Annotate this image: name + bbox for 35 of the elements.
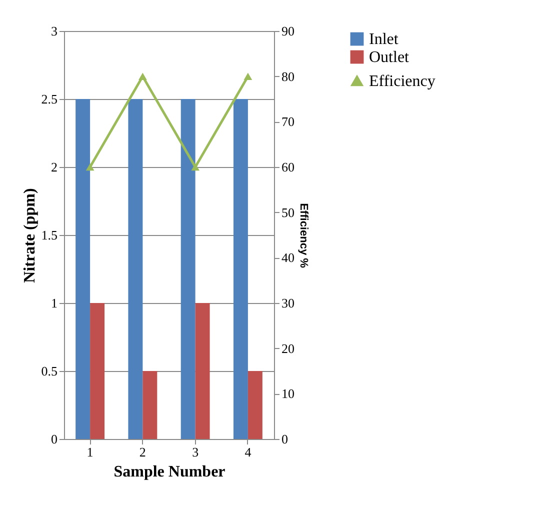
y2-tick-label: 80 [282,68,294,84]
y2-axis-title: Efficiency % [298,203,310,268]
x-tick-label: 3 [192,444,199,460]
bar [195,303,210,439]
x-tick-label: 2 [139,444,146,460]
x-axis-title: Sample Number [114,464,226,480]
bar [233,99,248,439]
y-tick-label: 1.5 [41,228,58,242]
bar [248,371,262,439]
bar [142,371,158,439]
y-tick-label: 0 [51,432,58,446]
y-tick-label: 1 [51,296,58,310]
bar [76,99,90,439]
x-tick-label: 4 [244,444,252,460]
y2-tick-label: 20 [282,340,294,356]
y-tick-label: 3 [51,24,58,38]
legend-label: Outlet [369,49,410,66]
bar [180,99,196,439]
bar [128,99,143,439]
y2-tick-label: 40 [282,250,294,266]
y-axis-title: Nitrate (ppm) [21,188,38,283]
legend-label: Inlet [369,31,399,48]
y2-tick-label: 60 [282,160,294,174]
y2-tick-label: 90 [282,24,294,38]
y2-tick-label: 0 [282,432,288,446]
y2-tick-label: 50 [282,204,294,220]
y2-tick-label: 10 [282,386,294,402]
x-tick-label: 1 [86,444,94,460]
legend-label: Efficiency [369,73,436,90]
bar [90,303,105,439]
y2-tick-label: 30 [282,296,294,310]
y-tick-label: 0.5 [41,364,58,378]
y2-tick-label: 70 [282,114,294,130]
y-tick-label: 2.5 [41,92,58,106]
y-tick-label: 2 [51,160,58,174]
